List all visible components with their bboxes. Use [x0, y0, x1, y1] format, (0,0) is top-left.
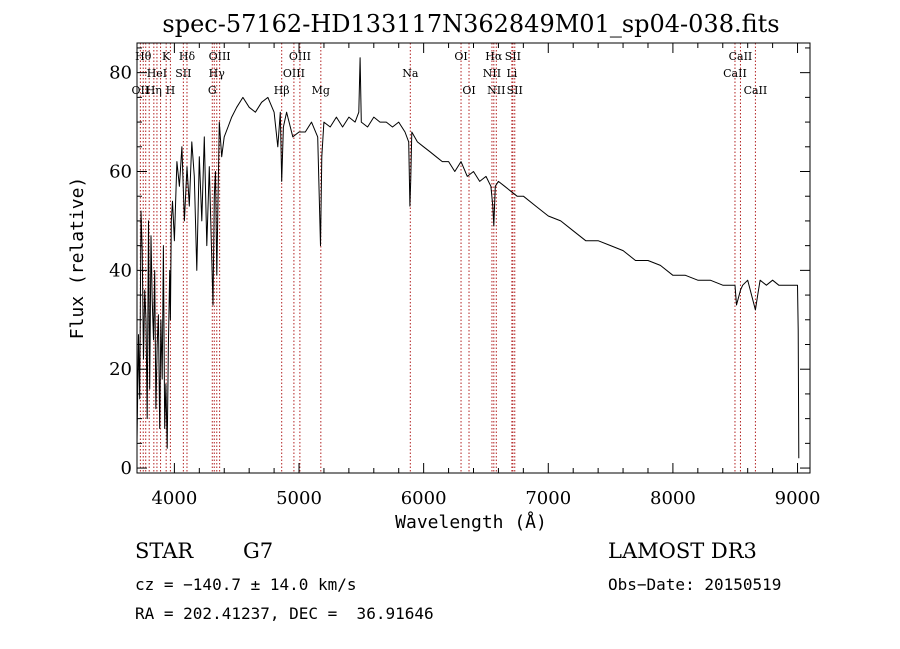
line-label-8: H [166, 84, 176, 97]
line-label-30: CaII [744, 84, 768, 97]
ra-dec-coordinates: RA = 202.41237, DEC = 36.91646 [135, 604, 434, 623]
x-axis-label: Wavelength (Å) [395, 511, 547, 533]
y-tick-label: 60 [109, 162, 132, 183]
x-tick-label: 9000 [775, 488, 821, 509]
line-label-20: OI [454, 50, 467, 63]
line-labels: OII Hθ Hη HeI K H SII Hδ G Hγ OIII Hβ OIII OIII Mg Na OI… [132, 50, 768, 97]
line-label-29: CaII [729, 50, 753, 63]
line-label-15: Hβ [274, 84, 290, 97]
survey-name: LAMOST DR3 [608, 539, 757, 563]
x-tick-label: 8000 [650, 488, 696, 509]
x-tick-label: 5000 [276, 488, 322, 509]
y-tick-label: 80 [109, 63, 132, 84]
line-label-23: Hα [485, 50, 503, 63]
line-label-4: Hη [146, 84, 162, 97]
line-label-1: Hθ [135, 50, 152, 63]
x-tick-label: 6000 [401, 488, 447, 509]
y-axis: 0 20 40 60 80 [109, 47, 810, 479]
redshift-velocity: cz = −140.7 ± 14.0 km/s [135, 575, 357, 594]
line-label-7: K [162, 50, 171, 63]
line-label-17: OIII [289, 50, 311, 63]
line-label-26: SII [505, 50, 521, 63]
line-label-19: Na [402, 67, 419, 80]
line-label-18: Mg [312, 84, 330, 97]
line-label-21: OI [462, 84, 475, 97]
plot-frame [136, 42, 811, 474]
line-label-5: HeI [147, 67, 167, 80]
line-label-10: Hδ [179, 50, 196, 63]
y-tick-label: 40 [109, 260, 132, 281]
y-tick-label: 20 [109, 359, 132, 380]
x-tick-label: 4000 [151, 488, 197, 509]
spectrum-line-0 [136, 57, 800, 459]
line-label-9: SII [175, 67, 191, 80]
line-label-25: Li [506, 67, 517, 80]
chart-title: spec-57162-HD133117N362849M01_sp04-038.f… [162, 10, 779, 38]
line-label-13: Hγ [209, 67, 226, 80]
line-label-11: G [208, 84, 217, 97]
line-label-22: NII [483, 67, 501, 80]
object-class: STAR [135, 539, 194, 563]
line-label-14: OIII [209, 50, 231, 63]
line-label-28: CaII [723, 67, 747, 80]
star-subclass: G7 [243, 539, 274, 563]
y-tick-label: 0 [121, 458, 132, 479]
x-tick-label: 7000 [525, 488, 571, 509]
observation-date: Obs−Date: 20150519 [608, 575, 782, 594]
spectrum-series [136, 57, 800, 459]
line-markers [139, 43, 756, 473]
line-label-16: OIII [283, 67, 305, 80]
y-axis-label: Flux (relative) [67, 177, 88, 340]
line-label-24: NII [487, 84, 505, 97]
line-label-27: SII [507, 84, 523, 97]
x-axis: 4000 5000 6000 7000 8000 9000 [151, 43, 820, 509]
line-label-0: OII [132, 84, 150, 97]
